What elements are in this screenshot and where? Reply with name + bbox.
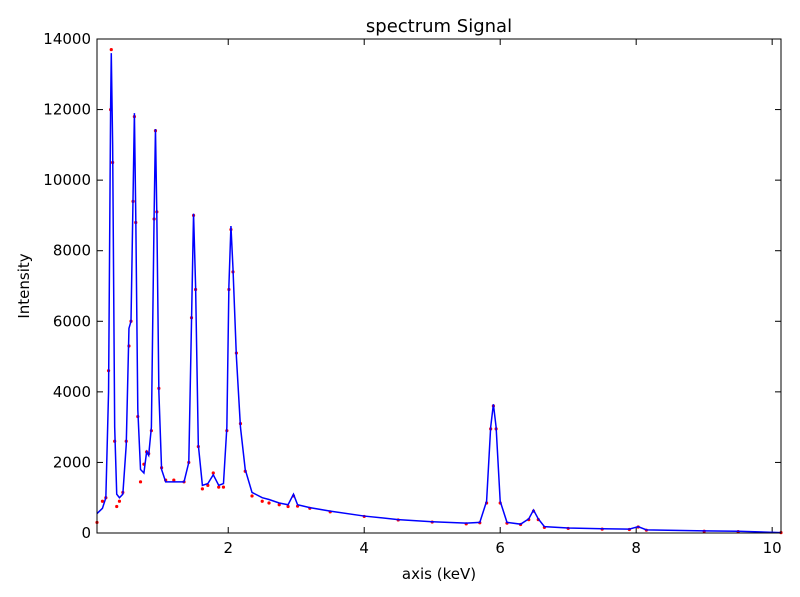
y-tick-label: 12000 — [43, 101, 91, 119]
data-point — [286, 504, 290, 509]
x-tick-label: 4 — [359, 539, 369, 557]
y-tick-label: 8000 — [53, 242, 91, 260]
data-point — [267, 501, 271, 505]
data-point — [277, 503, 281, 507]
y-tick-label: 4000 — [53, 383, 91, 401]
y-tick-label: 6000 — [53, 312, 91, 330]
data-point — [211, 471, 215, 475]
chart-title: spectrum Signal — [366, 16, 512, 37]
data-point — [250, 494, 254, 498]
data-point — [117, 499, 122, 503]
data-point — [172, 478, 176, 482]
fit-line — [96, 53, 782, 534]
data-point — [115, 504, 119, 509]
data-point — [200, 487, 204, 491]
data-point — [109, 47, 113, 52]
data-point — [260, 499, 264, 503]
y-tick-label: 2000 — [53, 453, 91, 471]
x-tick-label: 8 — [631, 539, 641, 557]
y-tick-label: 14000 — [43, 30, 91, 48]
y-tick-label: 0 — [81, 524, 91, 542]
x-axis-label: axis (keV) — [402, 565, 476, 583]
y-axis-label: Intensity — [15, 253, 33, 318]
y-tick-label: 10000 — [43, 171, 91, 189]
x-tick-label: 2 — [223, 539, 233, 557]
data-point — [217, 485, 221, 489]
x-tick-label: 6 — [495, 539, 505, 557]
plot-frame — [96, 38, 782, 534]
data-point — [100, 499, 105, 503]
data-point — [138, 480, 143, 484]
x-tick-label: 10 — [763, 539, 782, 557]
data-point — [221, 485, 226, 489]
